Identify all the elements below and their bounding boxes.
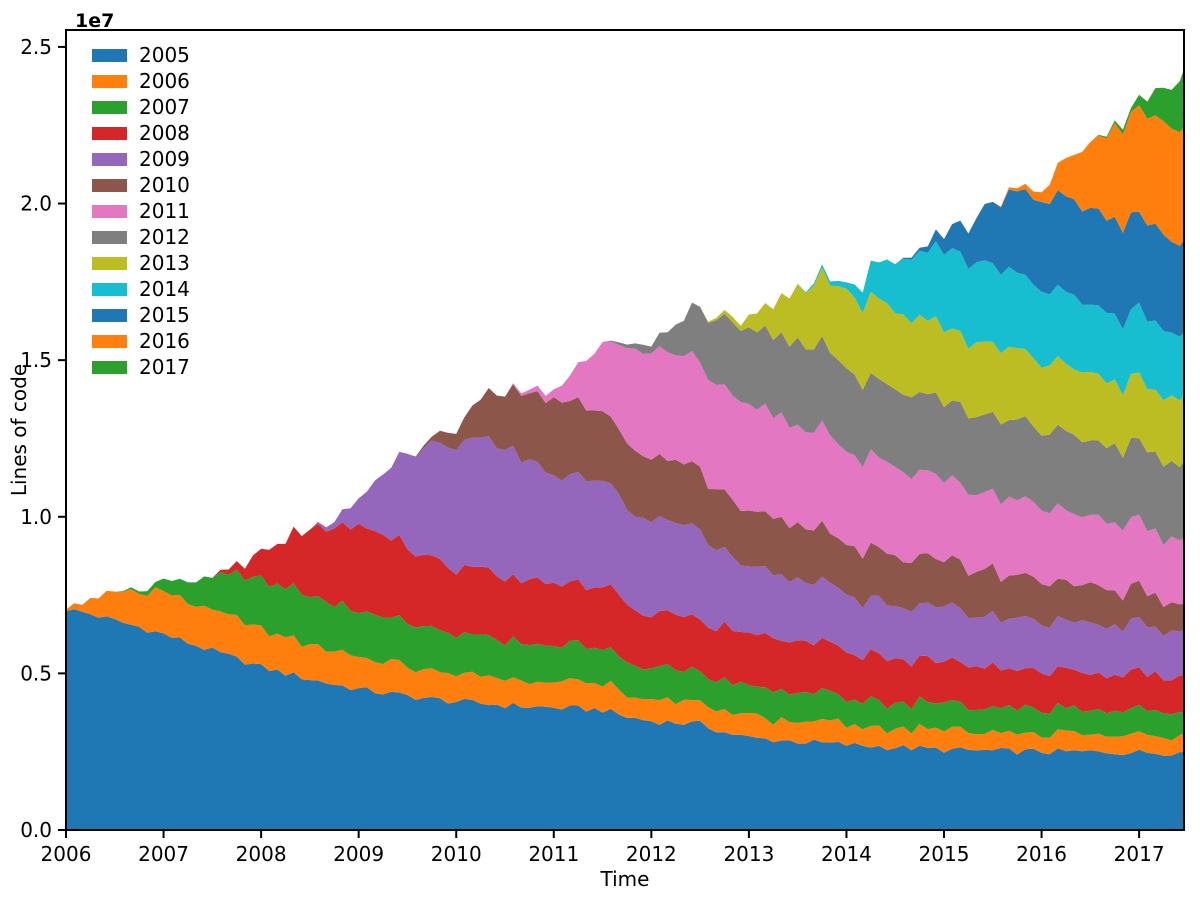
legend-label-2012: 2012 xyxy=(139,225,190,249)
area-layer-2010 xyxy=(66,384,1184,636)
area-layer-2005 xyxy=(66,609,1184,830)
legend-entry-2009: 2009 xyxy=(92,146,190,172)
x-tick-label-2017: 2017 xyxy=(1114,842,1165,866)
legend-entry-2010: 2010 xyxy=(92,172,190,198)
legend-swatch-2011 xyxy=(92,204,127,218)
legend-label-2006: 2006 xyxy=(139,69,190,93)
legend-label-2016: 2016 xyxy=(139,329,190,353)
legend-entry-2008: 2008 xyxy=(92,120,190,146)
axis-ticks xyxy=(58,45,1141,838)
y-tick-label-2.0: 2.0 xyxy=(20,192,52,216)
legend-label-2013: 2013 xyxy=(139,251,190,275)
legend-swatch-2009 xyxy=(92,152,127,166)
area-layer-2016 xyxy=(66,105,1184,610)
y-tick-label-0.0: 0.0 xyxy=(20,818,52,842)
legend-swatch-2012 xyxy=(92,230,127,244)
legend-label-2015: 2015 xyxy=(139,303,190,327)
x-tick-label-2014: 2014 xyxy=(821,842,872,866)
x-tick-label-2009: 2009 xyxy=(333,842,384,866)
x-tick-label-2010: 2010 xyxy=(431,842,482,866)
axis-tick-labels: 2006 2007 2008 2009 2010 2011 2012 2013 2014 2015… xyxy=(20,35,1164,866)
legend-entry-2011: 2011 xyxy=(92,198,190,224)
x-tick-label-2006: 2006 xyxy=(41,842,92,866)
legend-label-2014: 2014 xyxy=(139,277,190,301)
legend-swatch-2005 xyxy=(92,48,127,62)
area-layer-2013 xyxy=(66,267,1184,610)
area-layer-2009 xyxy=(66,436,1184,681)
x-tick-label-2015: 2015 xyxy=(919,842,970,866)
legend-swatch-2015 xyxy=(92,308,127,322)
x-tick-label-2013: 2013 xyxy=(723,842,774,866)
x-tick-label-2008: 2008 xyxy=(236,842,287,866)
legend-label-2011: 2011 xyxy=(139,199,190,223)
legend-swatch-2008 xyxy=(92,126,127,140)
legend-entry-2006: 2006 xyxy=(92,68,190,94)
area-layer-2012 xyxy=(66,302,1184,610)
area-layer-2008 xyxy=(66,522,1184,715)
y-axis-label: Lines of code xyxy=(7,364,31,496)
legend-swatch-2013 xyxy=(92,256,127,270)
y-tick-label-1.5: 1.5 xyxy=(20,348,52,372)
x-tick-label-2007: 2007 xyxy=(138,842,189,866)
legend-entry-2013: 2013 xyxy=(92,250,190,276)
area-layer-2007 xyxy=(66,569,1184,741)
legend-swatch-2017 xyxy=(92,360,127,374)
y-tick-label-2.5: 2.5 xyxy=(20,35,52,59)
legend-entry-2016: 2016 xyxy=(92,328,190,354)
legend-label-2008: 2008 xyxy=(139,121,190,145)
legend-entry-2005: 2005 xyxy=(92,42,190,68)
legend-label-2017: 2017 xyxy=(139,355,190,379)
area-layers xyxy=(66,69,1184,830)
x-tick-label-2016: 2016 xyxy=(1016,842,1067,866)
y-axis-offset-text: 1e7 xyxy=(75,10,114,32)
y-tick-label-0.5: 0.5 xyxy=(20,661,52,685)
legend-entry-2017: 2017 xyxy=(92,354,190,380)
area-layer-2011 xyxy=(66,341,1184,610)
legend-swatch-2007 xyxy=(92,100,127,114)
legend: 2005 2006 2007 2008 2009 2010 2011 2012 2013 2014… xyxy=(92,42,190,380)
axes-border xyxy=(65,29,1185,831)
legend-label-2010: 2010 xyxy=(139,173,190,197)
area-layer-2006 xyxy=(66,587,1184,756)
x-tick-label-2012: 2012 xyxy=(626,842,677,866)
legend-swatch-2014 xyxy=(92,282,127,296)
legend-entry-2014: 2014 xyxy=(92,276,190,302)
x-axis-label: Time xyxy=(600,867,650,891)
legend-swatch-2010 xyxy=(92,178,127,192)
legend-swatch-2006 xyxy=(92,74,127,88)
legend-entry-2007: 2007 xyxy=(92,94,190,120)
legend-label-2005: 2005 xyxy=(139,43,190,67)
legend-entry-2012: 2012 xyxy=(92,224,190,250)
x-tick-label-2011: 2011 xyxy=(528,842,579,866)
legend-label-2007: 2007 xyxy=(139,95,190,119)
y-tick-label-1.0: 1.0 xyxy=(20,505,52,529)
legend-label-2009: 2009 xyxy=(139,147,190,171)
legend-swatch-2016 xyxy=(92,334,127,348)
area-layer-2015 xyxy=(66,189,1184,610)
legend-entry-2015: 2015 xyxy=(92,302,190,328)
